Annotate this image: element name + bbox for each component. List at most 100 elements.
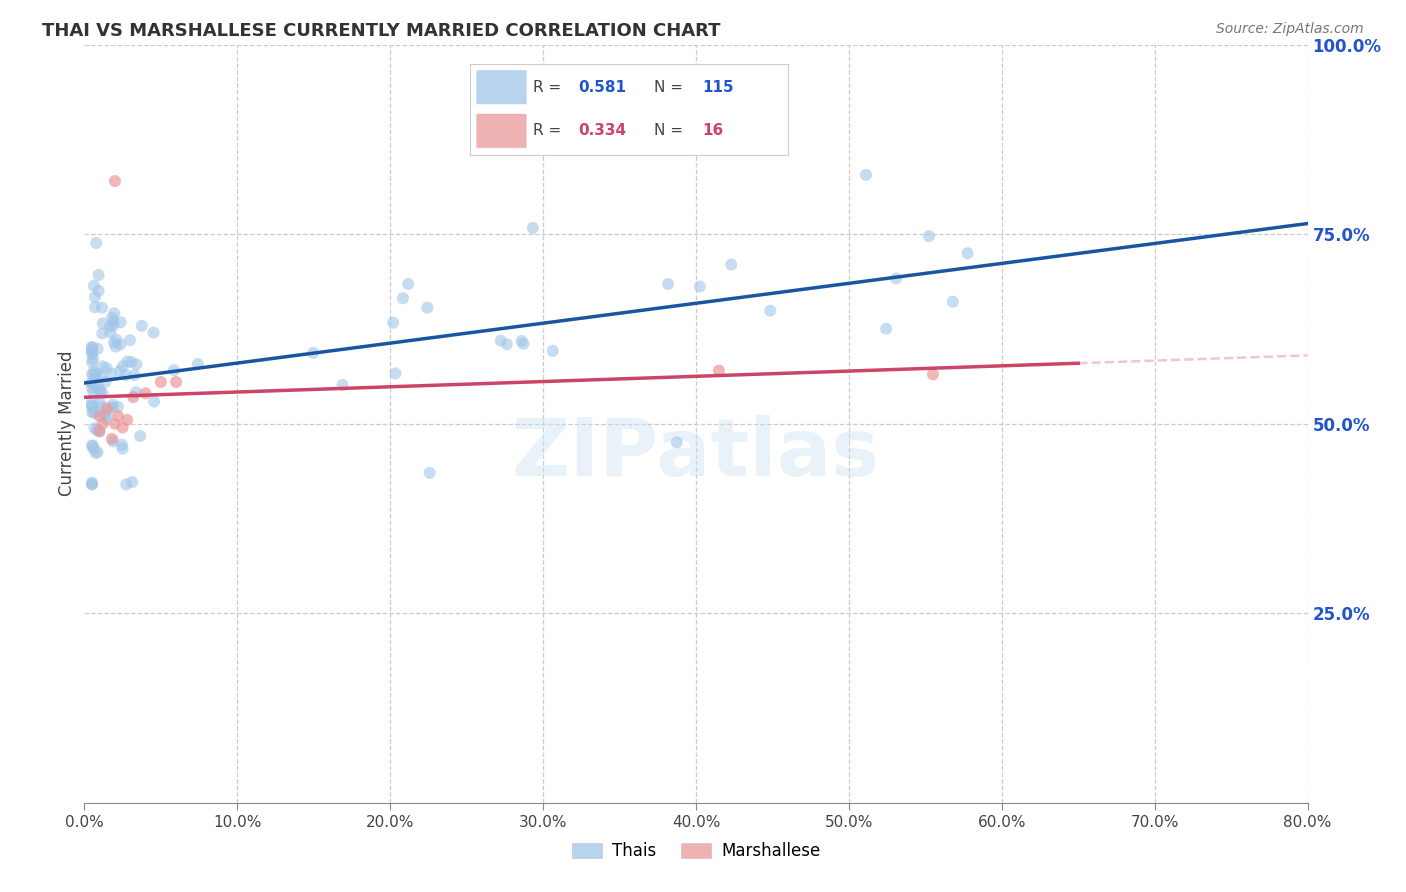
Point bbox=[82, 438, 104, 452]
Point bbox=[86, 367, 108, 381]
Point bbox=[707, 364, 730, 378]
Point bbox=[512, 336, 534, 351]
Point bbox=[108, 364, 131, 378]
Point bbox=[135, 386, 157, 401]
Point bbox=[657, 277, 679, 291]
Point bbox=[121, 475, 143, 489]
Point bbox=[884, 271, 907, 285]
Point bbox=[332, 378, 354, 392]
Point bbox=[541, 343, 564, 358]
Point bbox=[80, 381, 103, 395]
Point bbox=[115, 477, 138, 491]
Point bbox=[956, 246, 979, 260]
Point bbox=[382, 316, 405, 330]
Point bbox=[149, 375, 172, 389]
Point bbox=[89, 383, 111, 397]
Point bbox=[118, 333, 141, 347]
Point bbox=[522, 220, 544, 235]
Point bbox=[419, 466, 441, 480]
Point bbox=[142, 326, 165, 340]
Point bbox=[101, 432, 124, 446]
Point bbox=[80, 345, 103, 359]
Point bbox=[392, 291, 415, 305]
Point bbox=[80, 477, 103, 491]
Point bbox=[91, 359, 114, 374]
Point bbox=[384, 367, 406, 381]
Point bbox=[165, 375, 187, 389]
Point bbox=[100, 367, 122, 381]
Point bbox=[98, 319, 121, 334]
Point bbox=[103, 335, 125, 350]
Point bbox=[80, 340, 103, 354]
Point bbox=[111, 359, 134, 374]
Point bbox=[91, 400, 114, 414]
Point bbox=[91, 386, 114, 401]
Point bbox=[143, 394, 166, 409]
Point bbox=[86, 445, 108, 459]
Point bbox=[111, 420, 134, 434]
Point bbox=[416, 301, 439, 315]
Point bbox=[302, 346, 325, 360]
Point bbox=[91, 326, 114, 341]
Point bbox=[489, 334, 512, 348]
Point bbox=[124, 368, 146, 382]
Point bbox=[114, 368, 136, 382]
Point bbox=[84, 235, 107, 250]
Point bbox=[759, 303, 782, 318]
Point bbox=[117, 354, 139, 368]
Point bbox=[111, 442, 134, 456]
Point bbox=[96, 409, 118, 423]
Point bbox=[83, 278, 105, 293]
Point bbox=[80, 475, 103, 490]
Y-axis label: Currently Married: Currently Married bbox=[58, 351, 76, 497]
Point bbox=[918, 229, 941, 244]
Point bbox=[80, 346, 103, 360]
Point bbox=[107, 400, 129, 414]
Point bbox=[80, 343, 103, 357]
Point bbox=[105, 333, 128, 347]
Point bbox=[689, 279, 711, 293]
Point bbox=[80, 341, 103, 355]
Point bbox=[83, 290, 105, 304]
Point bbox=[129, 429, 152, 443]
Point bbox=[84, 369, 107, 384]
Point bbox=[111, 438, 134, 452]
Point bbox=[80, 399, 103, 413]
Point bbox=[104, 340, 127, 354]
Point bbox=[110, 315, 132, 329]
Point bbox=[103, 318, 125, 333]
Point bbox=[720, 258, 742, 272]
Point bbox=[942, 294, 965, 309]
Point bbox=[80, 376, 103, 391]
Point bbox=[103, 434, 125, 449]
Point bbox=[84, 446, 107, 460]
Point bbox=[104, 417, 127, 431]
Point bbox=[80, 439, 103, 453]
Point bbox=[101, 401, 124, 415]
Point bbox=[115, 413, 138, 427]
Point bbox=[396, 277, 419, 291]
Point bbox=[84, 300, 107, 314]
Point bbox=[91, 417, 114, 431]
Point bbox=[665, 435, 688, 450]
Point bbox=[120, 355, 142, 369]
Point bbox=[100, 326, 122, 340]
Point bbox=[80, 375, 103, 389]
Point bbox=[80, 368, 103, 382]
Point bbox=[89, 384, 111, 398]
Text: ZIPatlas: ZIPatlas bbox=[512, 415, 880, 493]
Point bbox=[83, 421, 105, 435]
Point bbox=[87, 381, 110, 395]
Point bbox=[87, 284, 110, 298]
Point bbox=[110, 337, 132, 351]
Point bbox=[80, 399, 103, 413]
Point bbox=[855, 168, 877, 182]
Point bbox=[91, 301, 114, 315]
Point bbox=[89, 409, 111, 424]
Point bbox=[83, 406, 105, 420]
Point bbox=[496, 337, 519, 351]
Point bbox=[103, 306, 125, 320]
Point bbox=[125, 385, 148, 400]
Point bbox=[510, 334, 533, 348]
Point bbox=[93, 406, 115, 420]
